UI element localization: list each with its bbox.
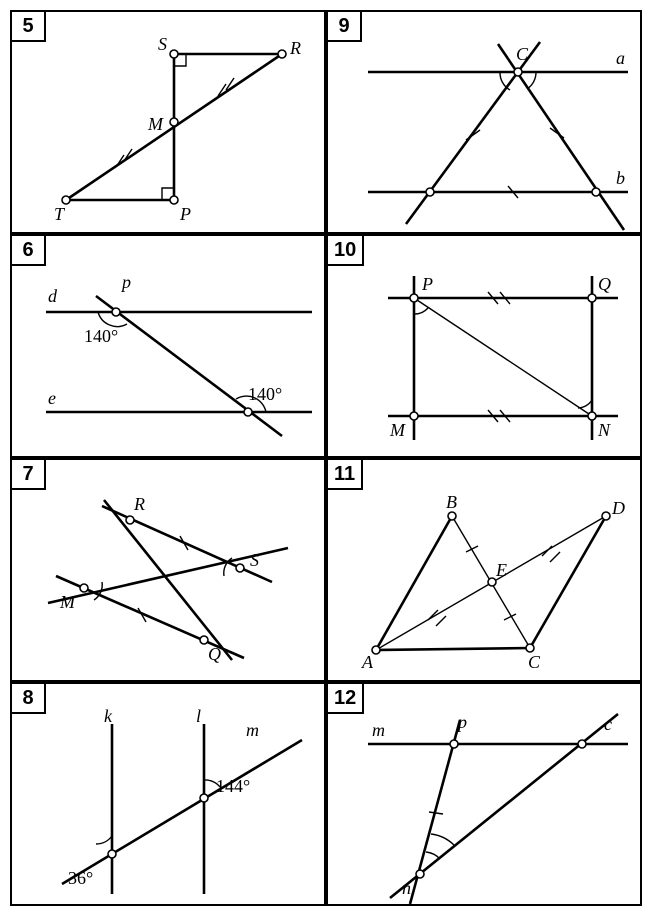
label-Q: Q [598,274,611,294]
cell-7: 7 R S M Q [10,458,326,682]
label-l: l [196,706,201,726]
cell-12-figure: m p c n [328,684,644,908]
cell-10-figure: P Q M N [328,236,644,460]
cell-8-figure: k l m 36° 144° [12,684,328,908]
label-T: T [54,204,66,224]
label-140-bot: 140° [248,384,282,404]
label-p: p [120,272,131,292]
label-36: 36° [68,868,93,888]
label-S: S [250,550,259,570]
label-D: D [611,498,625,518]
label-R: R [133,494,145,514]
page: 5 S R M T P 9 [0,0,653,917]
label-A: A [361,652,374,672]
label-C: C [528,652,541,672]
cell-9: 9 C a b [326,10,642,234]
label-P: P [421,274,433,294]
cell-6-figure: d e p 140° 140° [12,236,328,460]
label-M: M [59,592,76,612]
label-a: a [616,48,625,68]
label-140-top: 140° [84,326,118,346]
cell-9-figure: C a b [328,12,644,236]
label-E: E [495,560,507,580]
label-M: M [389,420,406,440]
label-B: B [446,492,457,512]
label-d: d [48,286,58,306]
label-144: 144° [216,776,250,796]
label-p: p [456,712,467,732]
cell-8: 8 k l m 36° 144° [10,682,326,906]
label-c: c [604,714,612,734]
cell-5: 5 S R M T P [10,10,326,234]
label-e: e [48,388,56,408]
cell-7-figure: R S M Q [12,460,328,684]
label-P: P [179,204,191,224]
cell-10: 10 P Q M N [326,234,642,458]
label-S: S [158,34,167,54]
label-b: b [616,168,625,188]
label-R: R [289,38,301,58]
cell-5-figure: S R M T P [12,12,328,236]
label-k: k [104,706,113,726]
label-N: N [597,420,611,440]
label-M: M [147,114,164,134]
cell-11-figure: A B C D E [328,460,644,684]
cell-12: 12 m p c n [326,682,642,906]
label-Q: Q [208,644,221,664]
cell-11: 11 A B C D E [326,458,642,682]
label-C: C [516,44,529,64]
label-n: n [402,878,411,898]
label-m: m [246,720,259,740]
label-m: m [372,720,385,740]
cell-6: 6 d e p 140° 140° [10,234,326,458]
